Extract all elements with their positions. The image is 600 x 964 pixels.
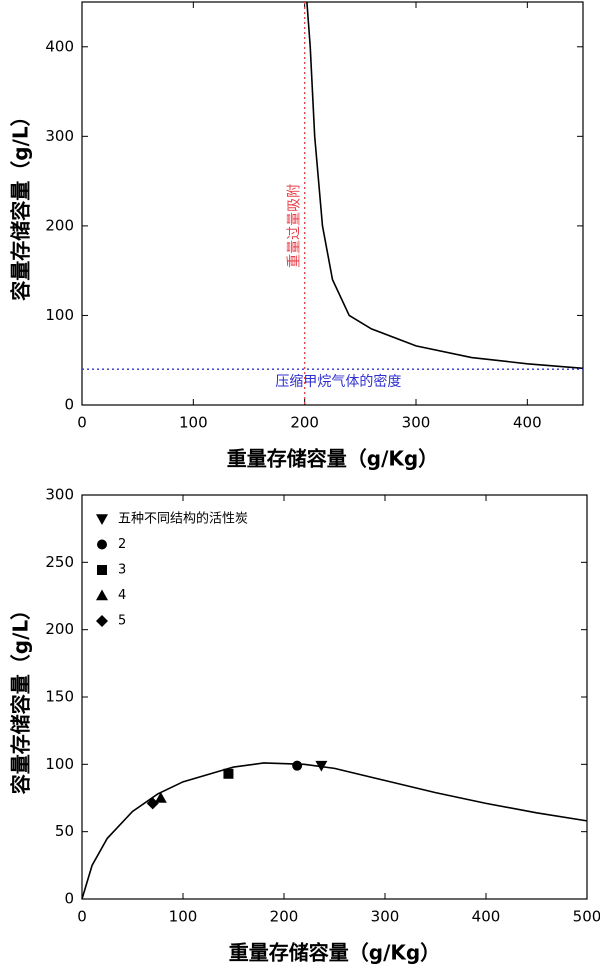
y-tick-label: 200 [45, 620, 74, 638]
plot-frame [81, 1, 584, 406]
y-tick-label: 200 [45, 216, 74, 234]
data-point [146, 797, 159, 810]
x-axis-title: 重量存储容量（g/Kg） [227, 447, 438, 471]
legend-label: 五种不同结构的活性炭 [118, 511, 248, 527]
y-axis-title: 容量存储容量（g/L） [9, 600, 33, 794]
fit-line [81, 762, 588, 900]
x-tick-label: 200 [290, 414, 319, 432]
y-tick-label: 0 [64, 890, 74, 908]
legend-label: 5 [118, 614, 126, 629]
legend-label: 4 [118, 588, 126, 603]
x-tick-label: 0 [77, 908, 87, 926]
data-point [154, 792, 167, 803]
y-tick-label: 100 [45, 755, 74, 773]
legend-label: 2 [118, 537, 126, 552]
data-point [315, 760, 328, 772]
reference-label: 压缩甲烷气体的密度 [275, 373, 401, 390]
legend-marker [97, 539, 107, 550]
y-tick-label: 100 [45, 306, 74, 324]
legend-marker [96, 615, 108, 627]
y-tick-label: 50 [55, 822, 74, 840]
x-axis-title: 重量存储容量（g/Kg） [229, 941, 440, 964]
y-tick-label: 300 [45, 486, 74, 504]
legend-label: 3 [118, 563, 126, 578]
y-tick-label: 0 [64, 396, 74, 414]
y-tick-label: 150 [45, 688, 74, 706]
x-tick-label: 300 [371, 908, 400, 926]
y-tick-label: 250 [45, 553, 74, 571]
data-line [306, 1, 584, 370]
plot-frame [81, 494, 588, 900]
legend-marker [96, 589, 108, 601]
legend-marker [97, 565, 107, 575]
data-point [223, 768, 234, 779]
legend-marker [96, 514, 108, 525]
reference-label: 重量过量吸附 [287, 184, 303, 268]
x-tick-label: 0 [77, 414, 87, 432]
x-tick-label: 400 [513, 414, 542, 432]
y-tick-label: 300 [45, 127, 74, 145]
x-tick-label: 400 [472, 908, 501, 926]
data-point [292, 760, 303, 771]
y-axis-title: 容量存储容量（g/L） [9, 106, 33, 300]
x-tick-label: 100 [169, 908, 198, 926]
y-tick-label: 400 [45, 37, 74, 55]
x-tick-label: 100 [179, 414, 208, 432]
x-tick-label: 300 [402, 414, 431, 432]
x-tick-label: 500 [573, 908, 600, 926]
x-tick-label: 200 [270, 908, 299, 926]
